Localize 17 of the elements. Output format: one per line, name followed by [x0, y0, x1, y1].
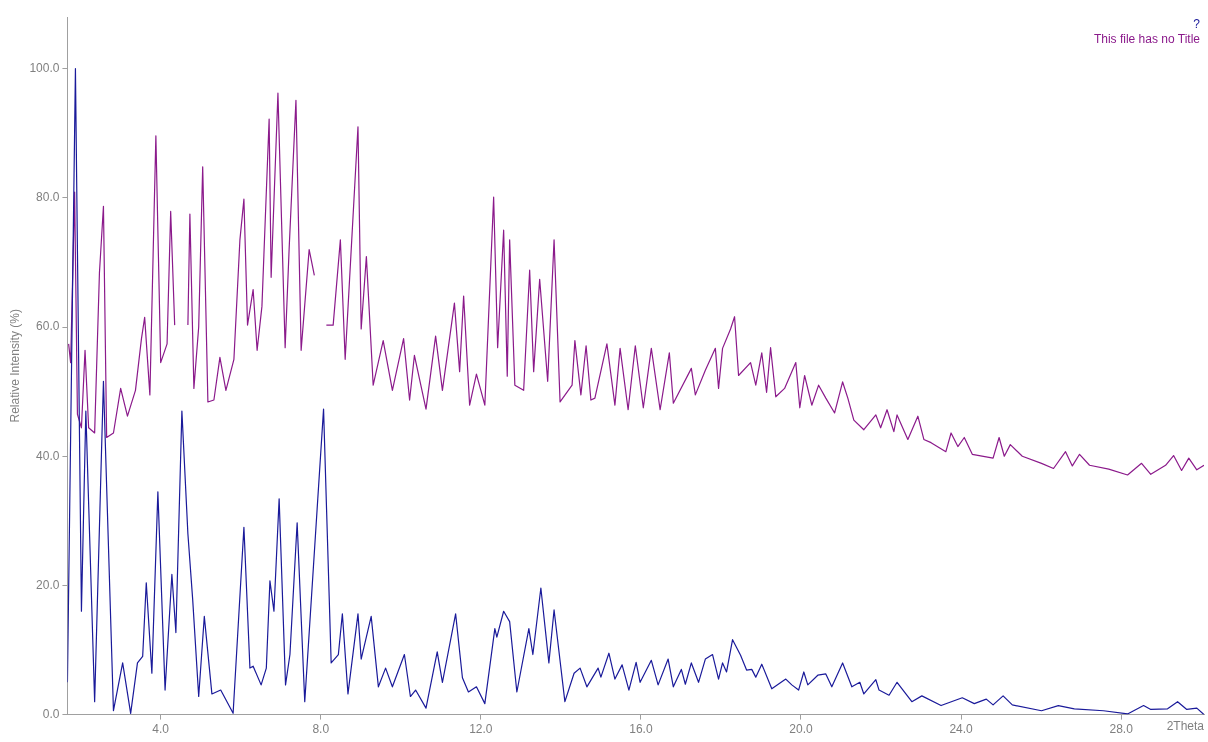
x-tick-label: 4.0	[152, 722, 170, 737]
x-tick-label: 24.0	[949, 722, 974, 737]
x-tick-label: 12.0	[469, 722, 493, 737]
y-axis-title: Relative Intensity (%)	[7, 309, 22, 423]
x-tick-label: 8.0	[312, 722, 330, 737]
x-axis-title: 2Theta	[1166, 718, 1205, 733]
x-tick-label: 28.0	[1109, 722, 1134, 737]
y-tick-label: 100.0	[29, 60, 60, 75]
x-tick-label: 16.0	[629, 722, 653, 737]
text: This file has no Title	[1093, 32, 1201, 47]
y-tick-label: 60.0	[36, 319, 60, 334]
y-tick-label: 20.0	[36, 577, 60, 592]
y-tick-label: 0.0	[42, 706, 60, 721]
x-tick-label: 20.0	[789, 722, 813, 737]
y-tick-label: 80.0	[36, 190, 60, 205]
y-tick-label: 40.0	[36, 448, 60, 463]
text: ?	[1193, 17, 1201, 32]
